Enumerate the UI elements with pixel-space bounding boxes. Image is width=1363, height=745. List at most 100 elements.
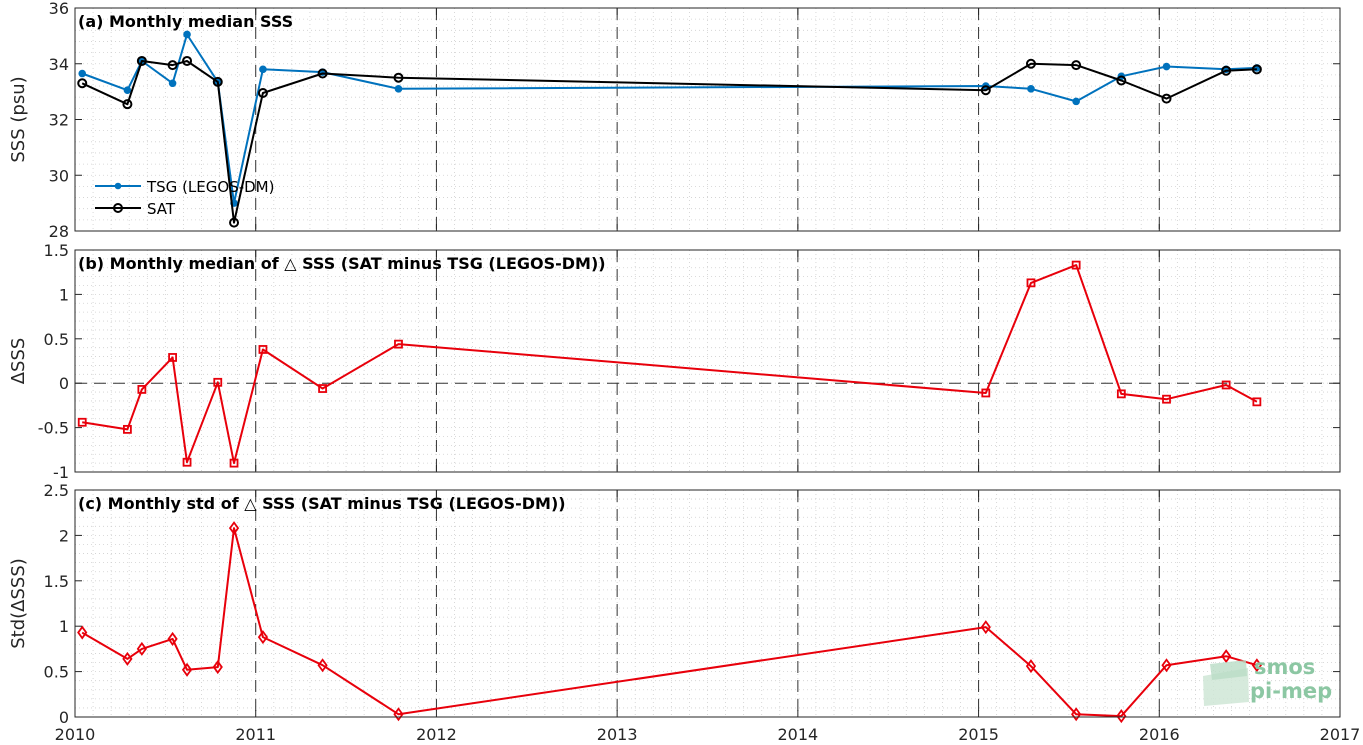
panel-a-point-tsg: [1027, 85, 1035, 93]
panel-b-point: [1162, 394, 1171, 404]
panel-a-point-tsg: [1072, 97, 1080, 106]
panel-b-ylabel: ΔSSS: [8, 338, 29, 385]
panel-a-title: (a) Monthly median SSS: [78, 12, 293, 31]
panel-c-point: [393, 707, 404, 722]
panel-b-point: [1071, 260, 1081, 270]
panel-b-point: [1026, 278, 1036, 288]
panel-a-point-tsg: [259, 65, 267, 74]
panel-b-ytick-label: -0.5: [38, 419, 69, 438]
panel-b-title: (b) Monthly median of △ SSS (SAT minus T…: [78, 254, 606, 273]
panel-c-point: [228, 521, 240, 536]
panel-a-point-tsg: [183, 30, 191, 39]
panel-c-point: [980, 620, 991, 635]
panel-b-grid: [75, 250, 1340, 472]
panel-a-point-sat: [1116, 75, 1127, 86]
logo-text-smos: smos: [1254, 655, 1315, 679]
legend-label-tsg: TSG (LEGOS-DM): [146, 178, 274, 196]
x-tick-labels: 2010 2011 2012 2013 2014 2015 2016 2017: [55, 725, 1361, 744]
x-tick-label-2013: 2013: [597, 725, 638, 744]
panel-a-point-sat: [1025, 58, 1036, 69]
panel-c-point: [1161, 658, 1172, 673]
panel-a-point-sat: [1251, 64, 1262, 75]
panel-b-point: [318, 384, 327, 393]
legend-label-sat: SAT: [147, 200, 176, 218]
panel-b-point: [182, 457, 192, 467]
panel-a-point-sat: [980, 85, 991, 96]
x-tick-label-2014: 2014: [777, 725, 818, 744]
panel-b-ytick-label: -1: [53, 463, 69, 482]
panel-a-point-sat: [122, 99, 133, 110]
panel-b-axes: -1 -0.5 0 0.5 1 1.5: [38, 241, 1341, 482]
panel-b-series: [77, 260, 1262, 468]
panel-a-ytick-label: 34: [49, 55, 69, 74]
panel-b-point: [213, 377, 223, 387]
panel-b-series-line-0: [82, 264, 1258, 465]
panel-b: -1 -0.5 0 0.5 1 1.5 (b) Monthly median of △ S…: [8, 241, 1341, 482]
x-tick-label-2016: 2016: [1139, 725, 1180, 744]
panel-b-axes-box: [74, 249, 1341, 473]
panel-a-series: [77, 30, 1262, 228]
panel-a-point-sat: [229, 217, 240, 228]
smos-pimep-logo: smos pi-mep: [1203, 655, 1332, 706]
panel-c-point: [181, 662, 193, 677]
panel-b-point: [137, 385, 147, 394]
panel-b-ytick-label: 0.5: [44, 330, 69, 349]
panel-c-point: [212, 660, 223, 675]
panel-a-ytick-label: 30: [49, 166, 69, 185]
panel-c-ytick-label: 0.5: [44, 663, 69, 682]
panel-b-point: [1221, 380, 1231, 390]
legend-marker-sat: [113, 203, 123, 213]
panel-b-point: [394, 339, 403, 349]
panel-c-point: [1116, 709, 1127, 724]
panel-a-point-tsg: [78, 69, 87, 78]
panel-c-ytick-label: 1.5: [44, 572, 69, 591]
panel-c-ylabel: Std(ΔSSS): [8, 558, 29, 649]
panel-c-point: [136, 641, 147, 656]
panel-a-series-line-1: [81, 60, 1257, 224]
panel-b-point: [1252, 397, 1262, 407]
panel-a-ytick-label: 28: [49, 222, 69, 241]
x-tick-label-2011: 2011: [235, 725, 276, 744]
panel-a-point-sat: [167, 60, 178, 71]
panel-b-point: [123, 424, 132, 434]
panel-c-point: [317, 658, 328, 673]
panel-a-ytick-label: 36: [49, 0, 69, 18]
panel-c-series: [77, 521, 1262, 724]
x-tick-label-2010: 2010: [55, 725, 96, 744]
panel-a-point-sat: [1071, 60, 1082, 71]
panel-a-point-sat: [1221, 65, 1232, 76]
panel-c-point: [1221, 649, 1232, 664]
panel-b-ytick-label: 1.5: [44, 241, 69, 260]
panel-a: 28 30 32 34 36 (a) Monthly median SSS SSS (p…: [8, 0, 1341, 241]
panel-b-year-lines: [75, 250, 1340, 472]
panel-c-point: [1025, 659, 1037, 674]
panel-c-ytick-label: 1: [59, 617, 69, 636]
panel-a-point-sat: [1161, 93, 1172, 104]
panel-c-ytick-label: 0: [59, 708, 69, 727]
panel-a-point-sat: [317, 68, 328, 79]
panel-c-axes: 0 0.5 1 1.5 2 2.5: [44, 481, 1341, 727]
panel-c-point: [257, 630, 269, 645]
x-tick-label-2015: 2015: [958, 725, 999, 744]
panel-c-ytick-label: 2.5: [44, 481, 69, 500]
panel-a-point-tsg: [168, 79, 177, 88]
panel-a-grid: [75, 8, 1340, 231]
panel-c-point: [167, 631, 178, 646]
panel-c: 0 0.5 1 1.5 2 2.5 (c) Monthly std of △ SSS (S…: [8, 481, 1341, 727]
x-tick-label-2017: 2017: [1320, 725, 1361, 744]
legend-marker-tsg: [114, 182, 122, 190]
panel-c-title: (c) Monthly std of △ SSS (SAT minus TSG …: [78, 494, 566, 513]
panel-a-point-sat: [136, 55, 147, 66]
panel-b-point: [981, 388, 991, 398]
panel-b-ytick-label: 1: [59, 285, 69, 304]
panel-a-point-sat: [77, 78, 88, 89]
panel-a-point-sat: [257, 88, 268, 99]
panel-a-ytick-label: 32: [49, 111, 69, 130]
panel-c-series-line-0: [81, 527, 1258, 718]
panel-a-point-sat: [393, 72, 404, 83]
panel-c-point: [1251, 658, 1262, 673]
logo-mark-shape-top: [1210, 660, 1247, 680]
panel-a-axes: 28 30 32 34 36: [49, 0, 1341, 241]
panel-a-point-sat: [182, 55, 193, 66]
